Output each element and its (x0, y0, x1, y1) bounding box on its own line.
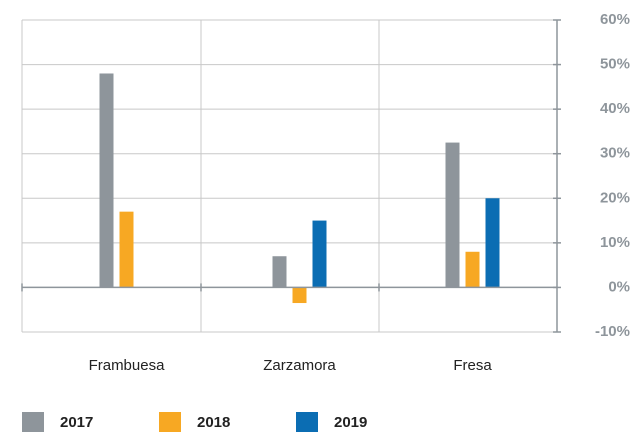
y-tick-label: 30% (600, 145, 630, 162)
y-tick-label: 20% (600, 189, 630, 206)
y-tick-label: 10% (600, 234, 630, 251)
legend-label: 2019 (334, 414, 367, 431)
y-tick-label: 60% (600, 11, 630, 28)
bar (312, 220, 327, 288)
bar (445, 142, 460, 288)
y-tick-label: 40% (600, 100, 630, 117)
legend-swatch (159, 412, 181, 432)
bar (272, 256, 287, 288)
y-tick-label: 0% (608, 278, 630, 295)
bar (292, 287, 307, 304)
legend-label: 2018 (197, 414, 230, 431)
legend-swatch (296, 412, 318, 432)
legend-label: 2017 (60, 414, 93, 431)
y-tick-label: 50% (600, 56, 630, 73)
x-tick-label: Zarzamora (263, 357, 336, 374)
y-tick-label: -10% (595, 323, 630, 340)
x-tick-label: Frambuesa (89, 357, 166, 374)
legend-swatch (22, 412, 44, 432)
bar (485, 198, 500, 288)
bar (99, 73, 114, 288)
bar (465, 251, 480, 288)
x-tick-label: Fresa (453, 357, 492, 374)
bar (119, 211, 134, 288)
